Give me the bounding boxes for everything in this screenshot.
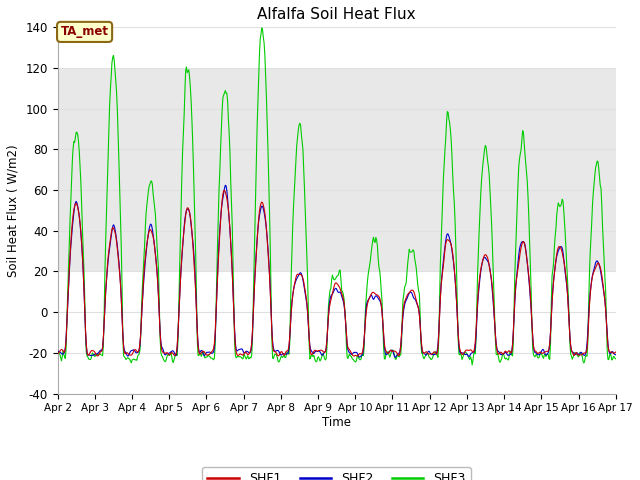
SHF3 [612, 356, 620, 361]
SHF1 [422, 349, 430, 355]
SHF2 [54, 348, 61, 354]
SHF1 [207, 349, 215, 355]
SHF1 [178, 253, 186, 259]
SHF2 [612, 352, 620, 358]
SHF1 [54, 351, 61, 357]
SHF3 [422, 353, 429, 359]
SHF1 [64, 301, 72, 307]
SHF2 [64, 301, 72, 307]
SHF2 [207, 350, 215, 356]
SHF2 [406, 289, 414, 295]
SHF2 [221, 182, 229, 188]
SHF3 [468, 362, 476, 368]
Legend: SHF1, SHF2, SHF3: SHF1, SHF2, SHF3 [202, 467, 471, 480]
Title: Alfalfa Soil Heat Flux: Alfalfa Soil Heat Flux [257, 7, 416, 22]
SHF3 [178, 175, 186, 180]
Bar [58, 68, 616, 272]
X-axis label: Time: Time [322, 416, 351, 429]
SHF3 [54, 351, 61, 357]
SHF3 [207, 355, 215, 361]
SHF1 [353, 353, 361, 359]
Text: TA_met: TA_met [61, 25, 109, 38]
Y-axis label: Soil Heat Flux ( W/m2): Soil Heat Flux ( W/m2) [7, 144, 20, 277]
SHF2 [122, 349, 129, 355]
Line: SHF3: SHF3 [58, 28, 616, 365]
SHF2 [422, 352, 430, 358]
SHF1 [612, 349, 620, 355]
SHF3 [405, 246, 413, 252]
SHF3 [122, 355, 129, 360]
Line: SHF1: SHF1 [58, 191, 616, 356]
SHF2 [392, 354, 399, 360]
SHF3 [258, 25, 266, 31]
Line: SHF2: SHF2 [58, 185, 616, 357]
SHF1 [122, 351, 129, 357]
SHF3 [64, 290, 72, 296]
SHF2 [178, 256, 186, 262]
SHF1 [406, 289, 414, 295]
SHF1 [221, 188, 228, 193]
